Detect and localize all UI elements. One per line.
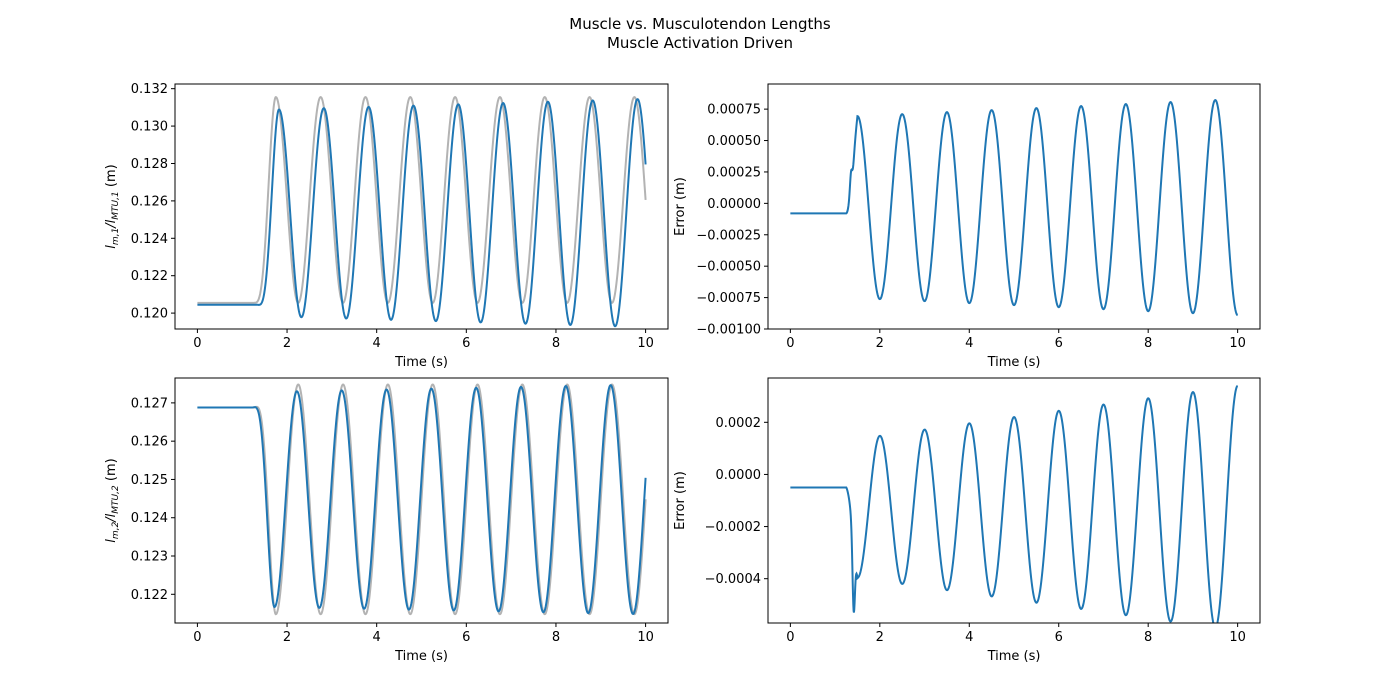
series-line-2 bbox=[197, 384, 647, 616]
x-tick-label: 2 bbox=[876, 336, 884, 351]
x-tick-label: 10 bbox=[1229, 630, 1246, 645]
y-tick-label: −0.0002 bbox=[705, 520, 761, 535]
x-axis-label: Time (s) bbox=[987, 649, 1041, 664]
subplot-lengths_2: 0 2 4 6 8 10 0.122 0.123 0.124 0.125 0.126 0.127 Tim… bbox=[104, 377, 669, 664]
x-tick-label: 4 bbox=[965, 630, 973, 645]
y-tick-label: 0.00075 bbox=[707, 103, 761, 118]
series-line-1 bbox=[790, 99, 1239, 317]
x-tick-label: 10 bbox=[637, 336, 654, 351]
y-axis-label: lm,2/lMTU,2 (m) bbox=[104, 458, 121, 542]
x-axis-label: Time (s) bbox=[394, 649, 448, 664]
x-tick-label: 0 bbox=[193, 336, 201, 351]
y-tick-label: 0.120 bbox=[131, 307, 168, 322]
x-tick-label: 0 bbox=[786, 336, 794, 351]
x-axis-label: Time (s) bbox=[987, 355, 1041, 370]
y-tick-label: −0.00025 bbox=[696, 228, 761, 243]
subplot-error_2: 0 2 4 6 8 10 −0.0004 −0.0002 0.0000 0.0002 Time (s… bbox=[673, 377, 1261, 664]
y-tick-label: 0.126 bbox=[131, 435, 168, 450]
series-line-1 bbox=[790, 384, 1239, 623]
y-tick-label: 0.127 bbox=[131, 396, 168, 411]
x-tick-label: 2 bbox=[283, 630, 291, 645]
x-tick-label: 8 bbox=[1144, 336, 1152, 351]
x-tick-label: 8 bbox=[552, 336, 560, 351]
y-axis-label: Error (m) bbox=[673, 177, 688, 236]
x-tick-label: 4 bbox=[373, 336, 381, 351]
axes-frame bbox=[767, 83, 1261, 330]
x-tick-label: 4 bbox=[373, 630, 381, 645]
y-axis-label: Error (m) bbox=[673, 471, 688, 530]
axes-frame bbox=[767, 377, 1261, 624]
figure-title-line-2: Muscle Activation Driven bbox=[607, 34, 793, 52]
y-tick-label: 0.125 bbox=[131, 473, 168, 488]
x-tick-label: 6 bbox=[1055, 336, 1063, 351]
y-tick-label: 0.0002 bbox=[716, 416, 762, 431]
x-tick-label: 6 bbox=[462, 336, 470, 351]
y-tick-label: 0.130 bbox=[131, 120, 168, 135]
y-tick-label: 0.123 bbox=[131, 550, 168, 565]
axes-frame bbox=[174, 377, 669, 624]
x-tick-label: 6 bbox=[1055, 630, 1063, 645]
series-line-1 bbox=[197, 95, 647, 304]
subplot-lengths_1: 0 2 4 6 8 10 0.120 0.122 0.124 0.126 0.128 0.130 0.1… bbox=[104, 82, 669, 370]
axes-frame bbox=[174, 83, 669, 330]
y-axis-label: lm,1/lMTU,1 (m) bbox=[104, 164, 121, 248]
y-tick-label: 0.00025 bbox=[707, 165, 761, 180]
series-line-2 bbox=[197, 98, 647, 328]
x-tick-label: 8 bbox=[1144, 630, 1152, 645]
y-tick-label: 0.132 bbox=[131, 82, 168, 97]
x-tick-label: 2 bbox=[876, 630, 884, 645]
y-tick-label: 0.00000 bbox=[707, 197, 761, 212]
y-tick-label: 0.00050 bbox=[707, 134, 761, 149]
y-tick-label: −0.00075 bbox=[696, 291, 761, 306]
y-tick-label: 0.0000 bbox=[716, 468, 762, 483]
x-tick-label: 8 bbox=[552, 630, 560, 645]
y-tick-label: 0.128 bbox=[131, 157, 168, 172]
y-tick-label: 0.122 bbox=[131, 269, 168, 284]
figure-title-line-1: Muscle vs. Musculotendon Lengths bbox=[569, 15, 831, 33]
x-tick-label: 10 bbox=[1229, 336, 1246, 351]
y-tick-label: −0.0004 bbox=[705, 572, 761, 587]
x-tick-label: 2 bbox=[283, 336, 291, 351]
subplot-error_1: 0 2 4 6 8 10 −0.00100 −0.00075 −0.00050 −0.00025 0… bbox=[673, 83, 1261, 370]
y-tick-label: 0.124 bbox=[131, 232, 168, 247]
series-line-1 bbox=[197, 383, 647, 616]
x-tick-label: 10 bbox=[637, 630, 654, 645]
x-tick-label: 0 bbox=[786, 630, 794, 645]
y-tick-label: −0.00100 bbox=[696, 323, 761, 338]
x-tick-label: 0 bbox=[193, 630, 201, 645]
x-tick-label: 6 bbox=[462, 630, 470, 645]
y-tick-label: 0.124 bbox=[131, 511, 168, 526]
y-tick-label: 0.122 bbox=[131, 588, 168, 603]
x-axis-label: Time (s) bbox=[394, 355, 448, 370]
y-tick-label: −0.00050 bbox=[696, 260, 761, 275]
x-tick-label: 4 bbox=[965, 336, 973, 351]
y-tick-label: 0.126 bbox=[131, 194, 168, 209]
